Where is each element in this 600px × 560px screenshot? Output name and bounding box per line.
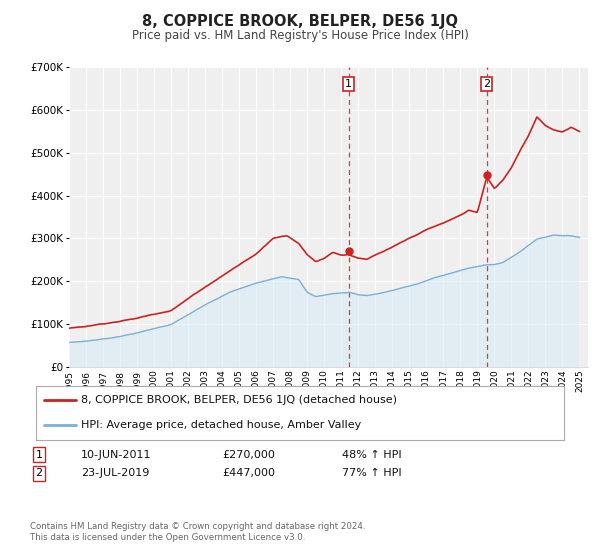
- Text: 10-JUN-2011: 10-JUN-2011: [81, 450, 151, 460]
- Text: 77% ↑ HPI: 77% ↑ HPI: [342, 468, 401, 478]
- Text: 2: 2: [35, 468, 43, 478]
- Text: 8, COPPICE BROOK, BELPER, DE56 1JQ (detached house): 8, COPPICE BROOK, BELPER, DE56 1JQ (deta…: [81, 395, 397, 405]
- Text: £270,000: £270,000: [222, 450, 275, 460]
- Text: £447,000: £447,000: [222, 468, 275, 478]
- Text: This data is licensed under the Open Government Licence v3.0.: This data is licensed under the Open Gov…: [30, 533, 305, 542]
- Text: 1: 1: [35, 450, 43, 460]
- Text: 8, COPPICE BROOK, BELPER, DE56 1JQ: 8, COPPICE BROOK, BELPER, DE56 1JQ: [142, 14, 458, 29]
- Text: 48% ↑ HPI: 48% ↑ HPI: [342, 450, 401, 460]
- Text: Price paid vs. HM Land Registry's House Price Index (HPI): Price paid vs. HM Land Registry's House …: [131, 29, 469, 42]
- Text: 23-JUL-2019: 23-JUL-2019: [81, 468, 149, 478]
- Text: 2: 2: [483, 80, 490, 89]
- Text: HPI: Average price, detached house, Amber Valley: HPI: Average price, detached house, Ambe…: [81, 419, 361, 430]
- Text: Contains HM Land Registry data © Crown copyright and database right 2024.: Contains HM Land Registry data © Crown c…: [30, 522, 365, 531]
- Text: 1: 1: [345, 80, 352, 89]
